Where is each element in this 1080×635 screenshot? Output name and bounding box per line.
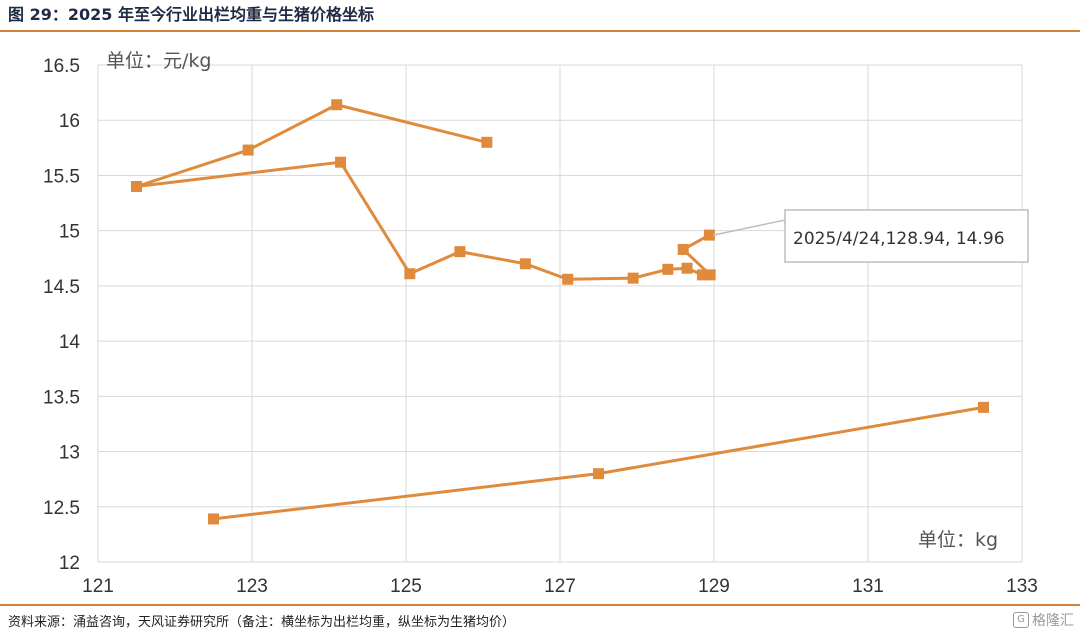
watermark-text: 格隆汇: [1032, 613, 1074, 629]
data-point-marker: [593, 468, 604, 480]
annotation-box: [784, 209, 1029, 263]
data-point-marker: [681, 262, 693, 274]
y-tick-label: 15.5: [43, 166, 80, 187]
data-point-marker: [562, 273, 574, 285]
data-point-marker: [208, 513, 219, 525]
data-point-marker: [703, 229, 715, 241]
data-point-marker: [662, 263, 674, 275]
chart: 12 12.5 13 13.5 14 14.5 15 15.5 16 16.5 121 123 125 1…: [43, 50, 1038, 597]
bottom-divider: [0, 604, 1080, 606]
data-point-marker: [242, 144, 254, 156]
y-tick-label: 13.5: [43, 387, 80, 408]
y-tick-label: 16: [59, 111, 80, 132]
y-tick-label: 14: [59, 332, 81, 353]
data-point-marker: [704, 269, 716, 281]
y-tick-label: 12: [59, 553, 80, 574]
data-point-marker: [481, 136, 493, 148]
x-axis-unit-label: 单位：kg: [918, 529, 998, 551]
annotation-label: 2025/4/24,128.94, 14.96: [793, 229, 1005, 249]
data-point-marker: [331, 99, 343, 111]
series-line: [135, 103, 712, 281]
x-tick-label: 121: [82, 576, 114, 597]
y-tick-label: 16.5: [43, 56, 80, 77]
top-divider: [0, 30, 1080, 32]
data-point-marker: [454, 246, 466, 258]
data-point-marker: [131, 180, 142, 192]
x-tick-label: 125: [390, 576, 422, 597]
x-tick-label: 127: [544, 576, 576, 597]
data-point-marker: [677, 243, 689, 255]
data-point-marker: [696, 269, 708, 281]
annotation-leader-line: [713, 219, 786, 236]
y-tick-label: 13: [59, 443, 80, 464]
data-point-marker: [627, 272, 639, 284]
source-note: 资料来源：涌益咨询，天风证券研究所（备注：横坐标为出栏均重，纵坐标为生猪均价）: [8, 615, 516, 630]
x-tick-label: 131: [852, 576, 884, 597]
data-point-marker: [404, 268, 416, 280]
data-point-marker: [335, 156, 347, 168]
x-tick-label: 129: [698, 576, 730, 597]
x-tick-label: 123: [236, 576, 268, 597]
y-tick-label: 14.5: [43, 277, 80, 298]
watermark-logo-icon: G: [1013, 612, 1029, 628]
y-tick-label: 15: [59, 222, 80, 243]
data-point-marker: [978, 401, 989, 413]
data-point-marker: [519, 258, 531, 270]
x-tick-label: 133: [1006, 576, 1038, 597]
y-axis-unit-label: 单位：元/kg: [106, 50, 211, 72]
y-tick-label: 12.5: [43, 498, 80, 519]
watermark: G 格隆汇: [1013, 610, 1074, 630]
figure-title: 图 29：2025 年至今行业出栏均重与生猪价格坐标: [8, 5, 374, 24]
